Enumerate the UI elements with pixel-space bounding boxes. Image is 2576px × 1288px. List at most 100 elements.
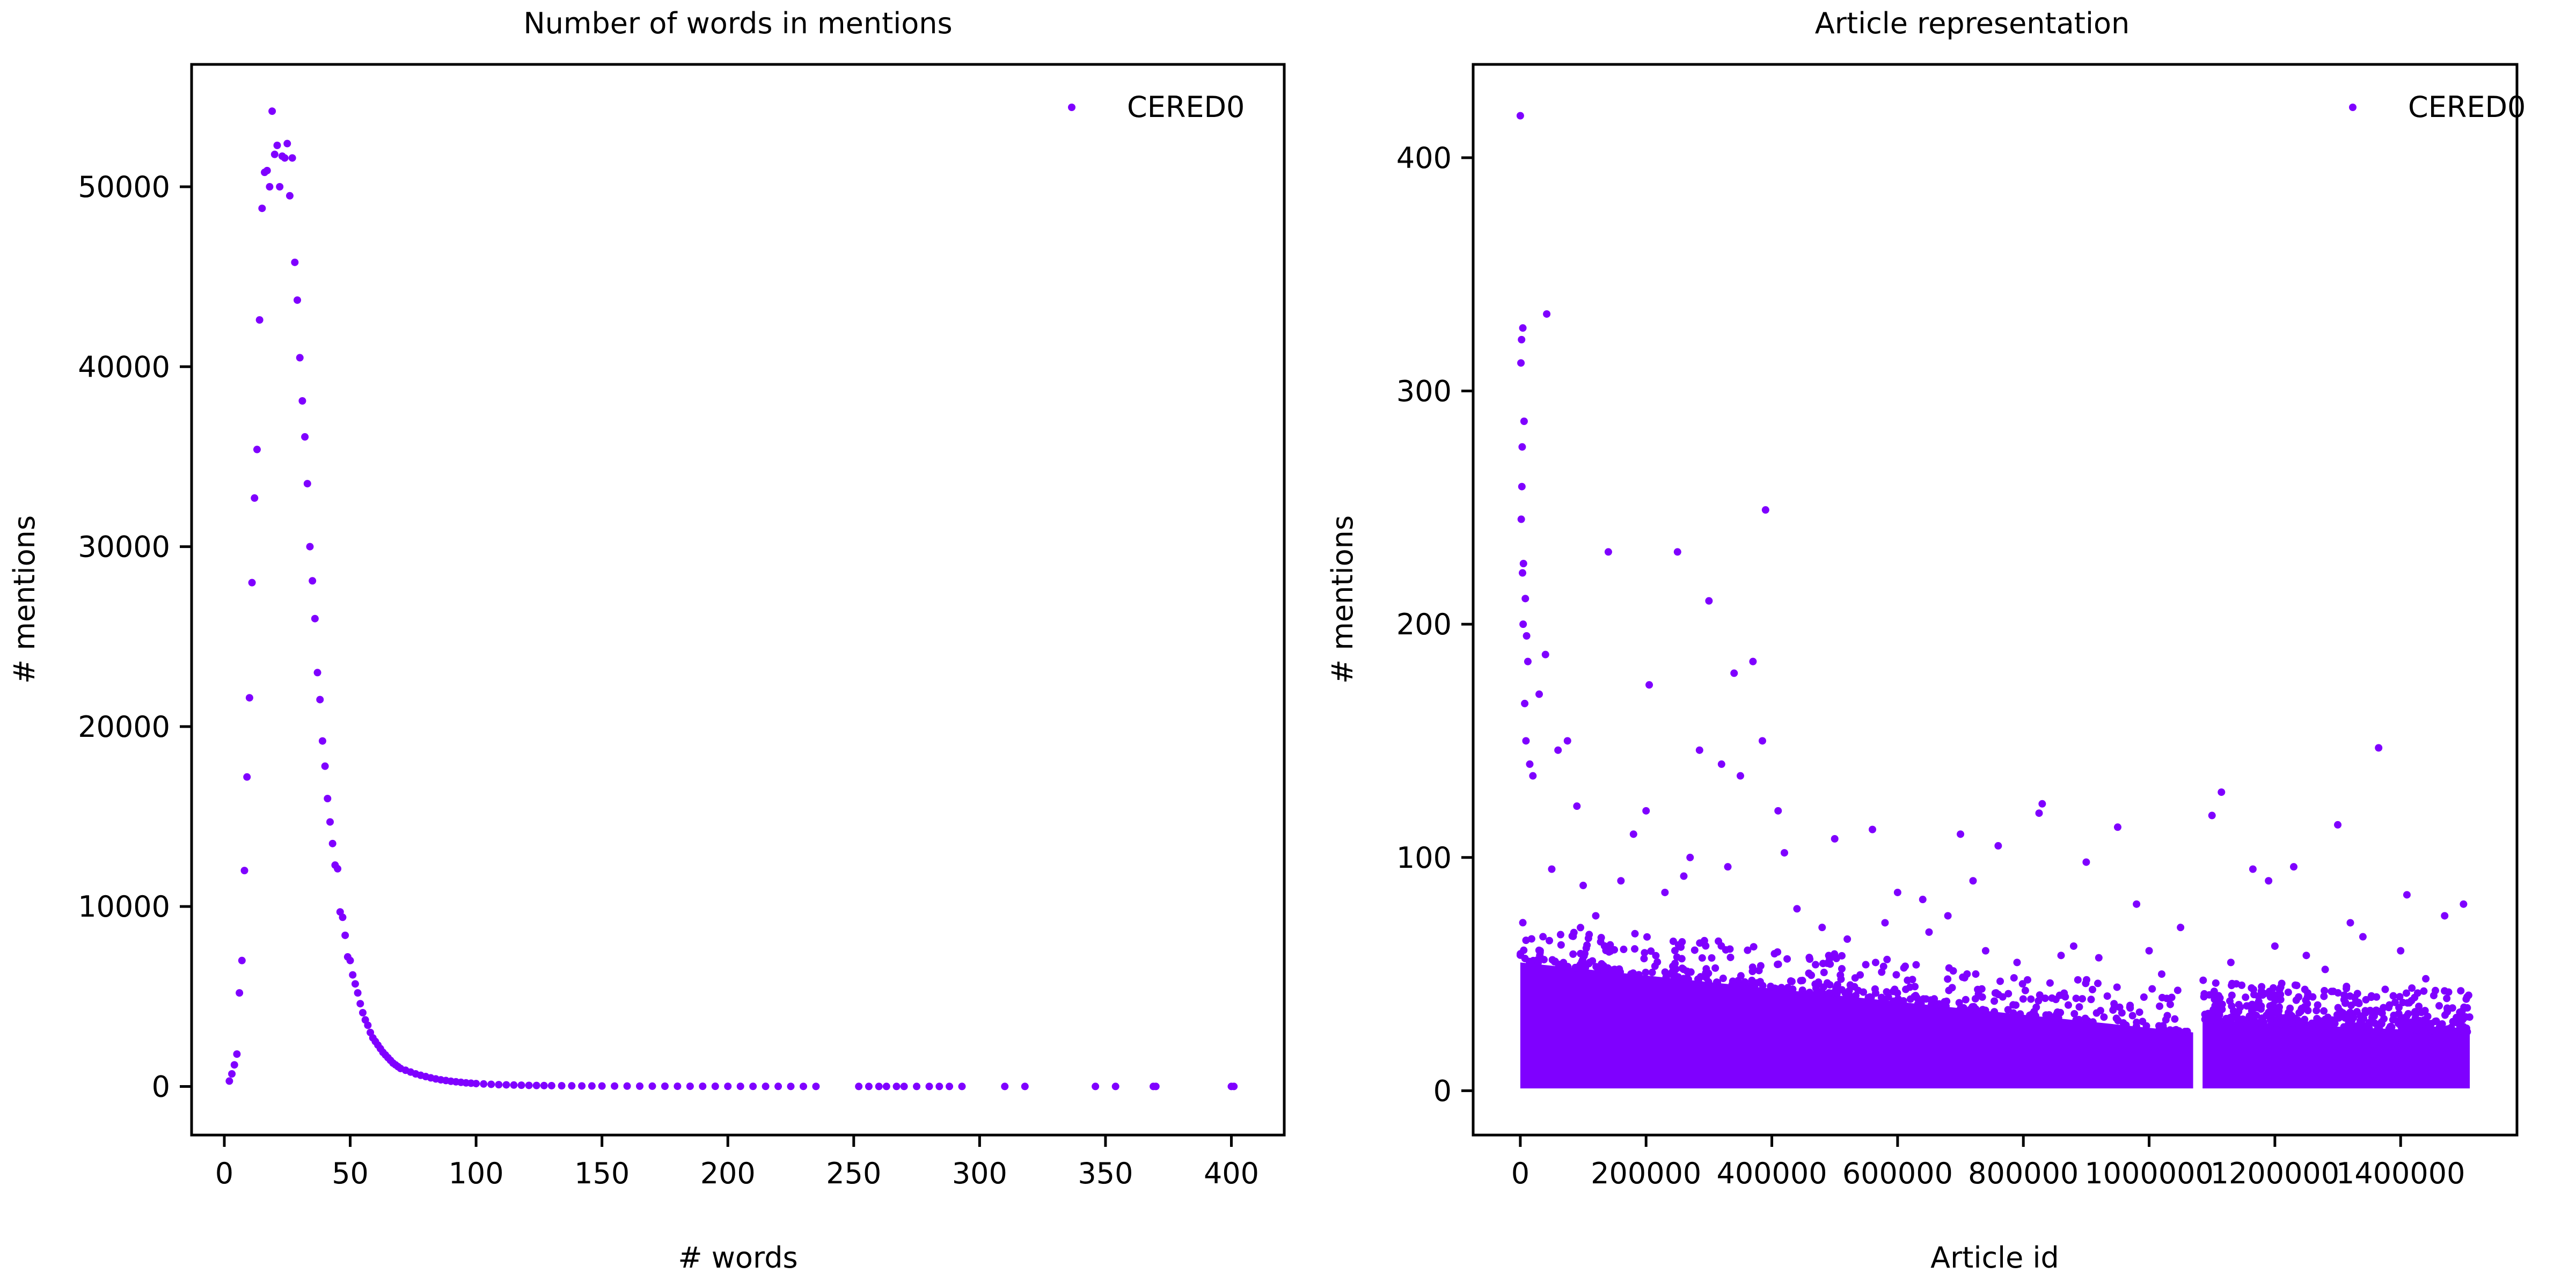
data-point bbox=[1944, 912, 1952, 920]
dense-point bbox=[1715, 937, 1723, 945]
data-point bbox=[2013, 958, 2021, 967]
left-x-ticks: 0 50 100 150 200 250 300 350 400 bbox=[215, 1135, 1259, 1190]
dense-point bbox=[1971, 995, 1979, 1003]
data-point bbox=[686, 1082, 694, 1091]
right-legend: CERED0 bbox=[2349, 90, 2526, 124]
data-point bbox=[346, 956, 354, 964]
dense-point bbox=[2166, 1026, 2174, 1034]
dense-point bbox=[1819, 960, 1827, 968]
dense-point bbox=[2439, 1027, 2447, 1035]
dense-point bbox=[1719, 975, 1727, 983]
dense-point bbox=[2288, 1019, 2296, 1027]
data-point bbox=[298, 397, 306, 405]
dense-point bbox=[2312, 1007, 2321, 1015]
dense-point bbox=[2163, 1012, 2171, 1020]
dense-point bbox=[1838, 965, 1846, 973]
dense-point bbox=[2250, 991, 2258, 999]
dense-point bbox=[2155, 1025, 2163, 1033]
dense-point bbox=[2172, 1026, 2180, 1034]
dense-point bbox=[1535, 946, 1543, 954]
data-point bbox=[273, 141, 281, 149]
dense-point bbox=[1883, 988, 1891, 996]
y-tick-label: 200 bbox=[1396, 608, 1452, 641]
dense-point bbox=[2353, 990, 2361, 998]
dense-point bbox=[2420, 987, 2428, 995]
right-plot-frame bbox=[1472, 63, 2519, 1137]
data-point bbox=[2290, 863, 2298, 871]
data-point bbox=[354, 989, 362, 997]
dense-point bbox=[2387, 1022, 2395, 1030]
dense-point bbox=[2199, 976, 2207, 984]
data-point bbox=[558, 1082, 566, 1090]
dense-point bbox=[1755, 967, 1763, 975]
dense-point bbox=[1585, 931, 1593, 939]
data-point bbox=[1717, 760, 1725, 768]
dense-point bbox=[2257, 1002, 2265, 1010]
dense-point bbox=[2089, 985, 2097, 993]
data-point bbox=[286, 192, 294, 200]
dense-point bbox=[1898, 997, 1906, 1005]
data-point bbox=[1793, 905, 1801, 913]
dense-point bbox=[1641, 949, 1649, 957]
y-tick-label: 20000 bbox=[78, 710, 170, 744]
dense-point bbox=[1561, 963, 1569, 971]
dense-point bbox=[1826, 981, 1834, 989]
left-y-axis-label: # mentions bbox=[8, 515, 41, 684]
dense-point bbox=[2245, 1012, 2253, 1020]
left-chart-panel: Number of words in mentions 0 50 100 150 200… bbox=[8, 6, 1286, 1275]
data-point bbox=[1774, 807, 1782, 815]
data-point bbox=[1535, 690, 1543, 698]
x-tick-label: 150 bbox=[574, 1157, 630, 1190]
dense-point bbox=[2385, 1004, 2393, 1012]
data-point bbox=[1518, 443, 1526, 451]
dense-point bbox=[2140, 993, 2148, 1001]
data-point bbox=[1526, 760, 1534, 768]
dense-point bbox=[2365, 1024, 2373, 1032]
y-tick-label: 0 bbox=[1433, 1074, 1452, 1108]
dense-point bbox=[2268, 1001, 2276, 1009]
data-point bbox=[1519, 560, 1527, 568]
dense-point bbox=[2089, 1018, 2097, 1026]
data-point bbox=[1893, 888, 1901, 896]
data-point bbox=[1592, 912, 1600, 920]
dense-point bbox=[1643, 933, 1651, 941]
dense-point bbox=[2449, 1018, 2457, 1026]
data-point bbox=[2346, 919, 2354, 927]
data-point bbox=[1541, 650, 1549, 658]
dense-point bbox=[2453, 1028, 2461, 1036]
dense-point bbox=[2443, 994, 2451, 1002]
dense-point bbox=[1674, 941, 1682, 949]
left-chart-title: Number of words in mentions bbox=[523, 6, 952, 40]
dense-point bbox=[2362, 996, 2370, 1004]
dense-point bbox=[2238, 1015, 2246, 1023]
dense-point bbox=[2215, 1011, 2223, 1019]
dense-point bbox=[1871, 985, 1879, 993]
dense-point bbox=[1962, 996, 1970, 1004]
dense-point bbox=[2396, 993, 2404, 1001]
dense-point bbox=[1534, 959, 1542, 967]
right-chart-points bbox=[1516, 112, 2468, 983]
x-tick-label: 400000 bbox=[1716, 1157, 1827, 1190]
dense-point bbox=[1856, 971, 1864, 979]
dense-point bbox=[2079, 995, 2087, 1003]
dense-point bbox=[1748, 963, 1757, 971]
dense-point bbox=[1674, 973, 1682, 981]
data-point bbox=[1522, 737, 1530, 745]
x-tick-label: 800000 bbox=[1968, 1157, 2079, 1190]
dense-point bbox=[1744, 946, 1752, 954]
dense-point bbox=[2408, 1023, 2416, 1031]
dense-point bbox=[2128, 1012, 2136, 1020]
dense-point bbox=[2328, 987, 2336, 996]
dense-point bbox=[1959, 1005, 1967, 1013]
data-point bbox=[913, 1082, 921, 1091]
dense-point bbox=[1708, 954, 1716, 962]
dense-point bbox=[1847, 993, 1855, 1001]
dense-point bbox=[2381, 985, 2389, 993]
data-point bbox=[2359, 933, 2367, 941]
dense-point bbox=[1609, 966, 1617, 974]
x-tick-label: 350 bbox=[1078, 1157, 1133, 1190]
data-point bbox=[636, 1082, 644, 1090]
dense-point bbox=[2059, 991, 2067, 999]
dense-point bbox=[1892, 971, 1900, 979]
dense-band-segment-0 bbox=[1520, 962, 2193, 1089]
